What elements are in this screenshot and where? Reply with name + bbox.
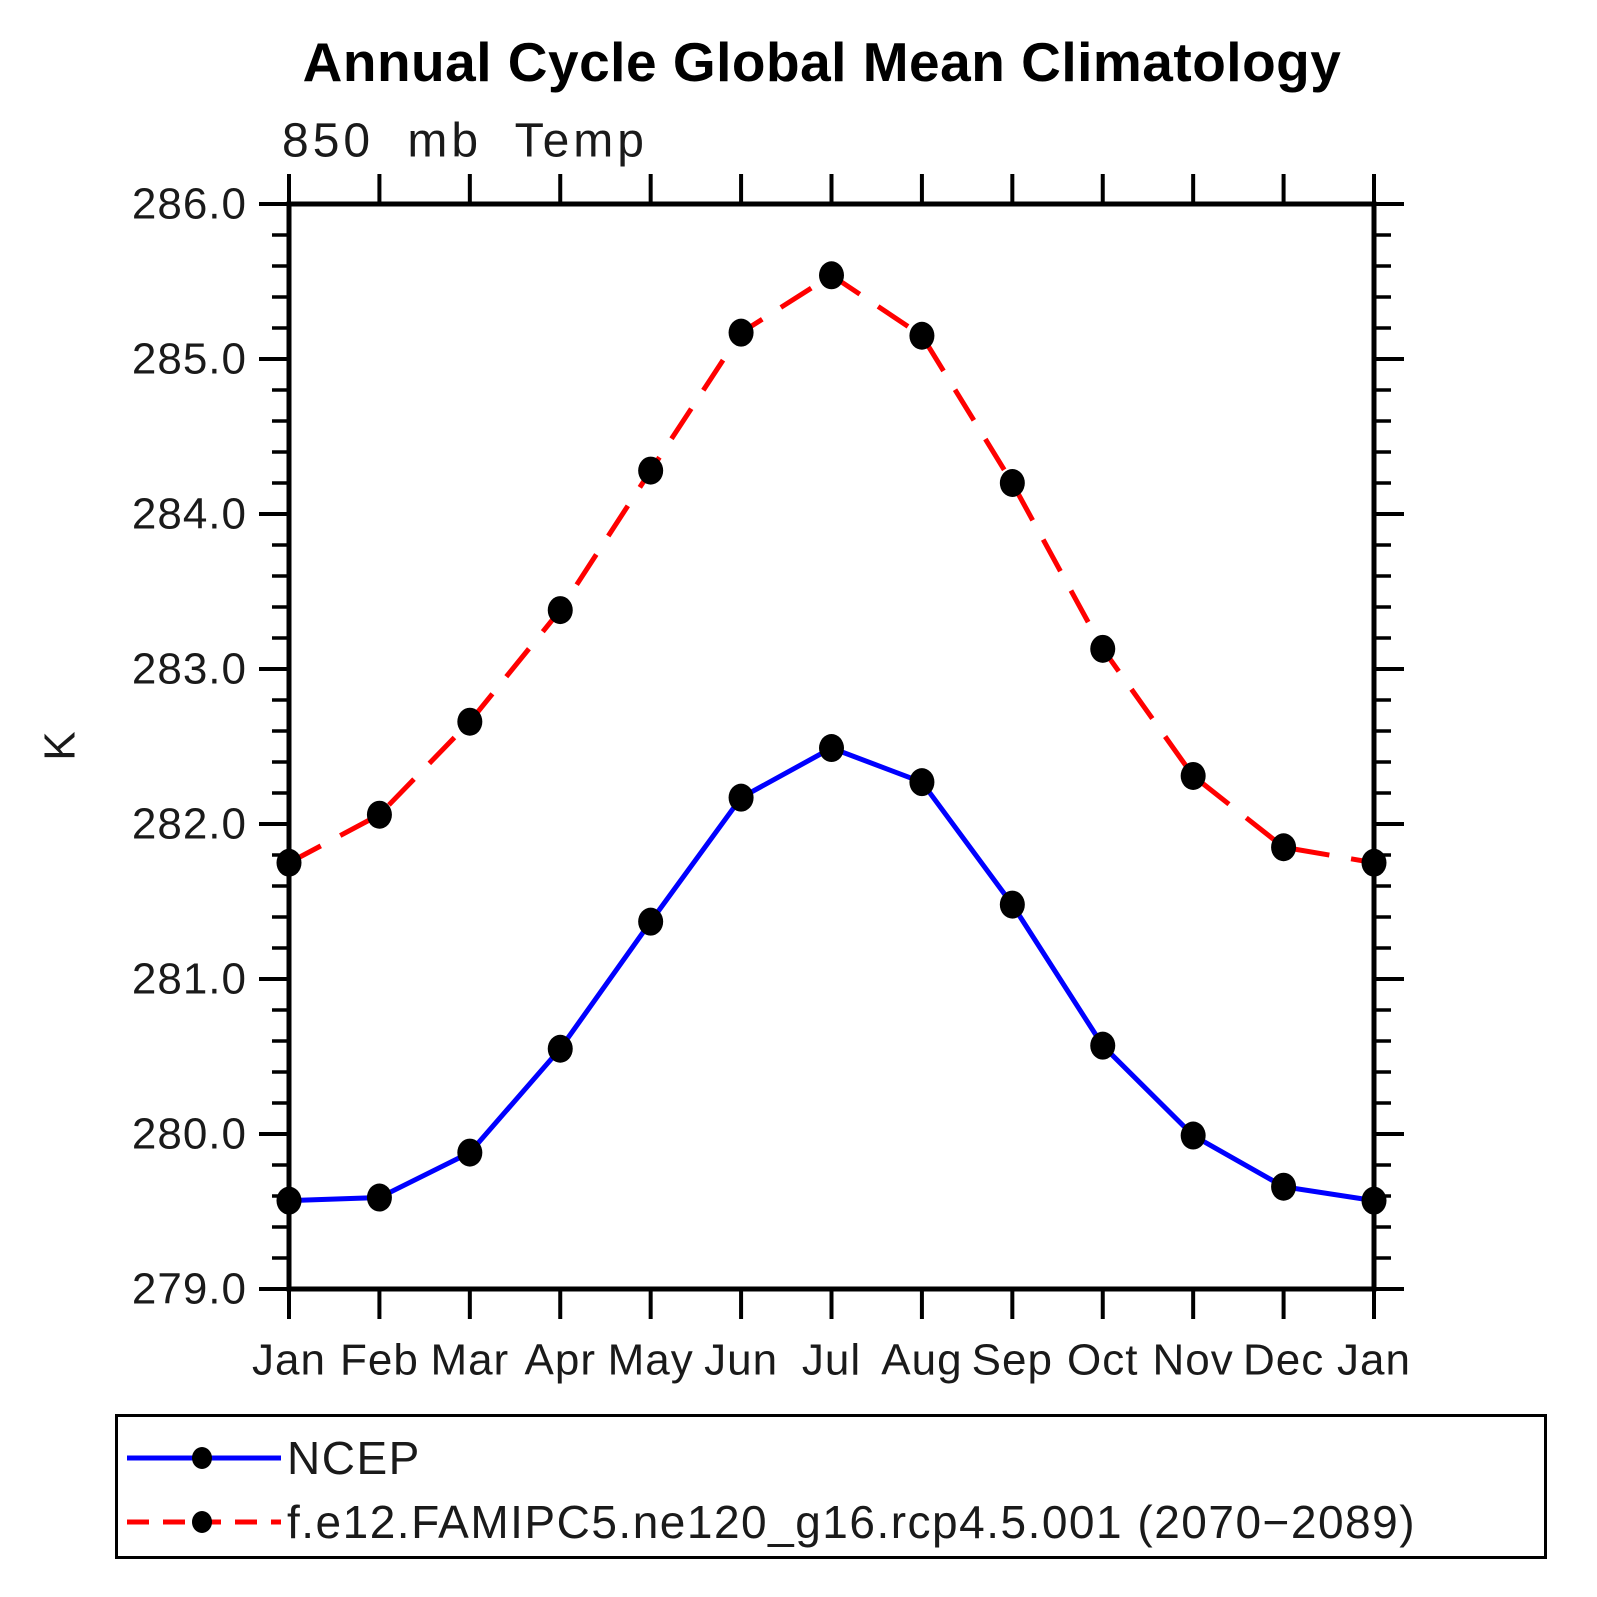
x-tick-label: Dec [1243,1336,1324,1385]
data-point-s1-Jun [728,318,754,347]
legend-label-ncep: NCEP [287,1432,421,1484]
data-point-s1-May [638,456,664,485]
x-tick-label: Mar [430,1336,509,1385]
x-tick-label: Jan [1337,1336,1411,1385]
data-point-s0-Jan [1361,1186,1387,1215]
y-tick-label: 281.0 [132,955,247,1004]
x-tick-label: Nov [1153,1336,1234,1385]
data-point-s0-Nov [1180,1121,1206,1150]
legend-sample-ncep [127,1447,281,1469]
data-point-s1-Sep [999,469,1025,497]
data-point-s0-Jan [276,1186,302,1215]
data-point-s1-Aug [909,321,935,350]
x-tick-label: Oct [1067,1336,1138,1385]
x-tick-label: May [608,1336,694,1385]
x-tick-label: Aug [881,1336,962,1385]
legend-marker-model [192,1511,212,1533]
legend-item-model: f.e12.FAMIPC5.ne120_g16.rcp4.5.001 (2070… [125,1496,1417,1548]
data-point-s0-Mar [457,1138,483,1167]
y-axis-label: K [36,731,85,760]
legend-marker-ncep [192,1447,212,1469]
data-point-s0-Jul [819,734,844,763]
y-tick-label: 283.0 [132,645,247,694]
y-tick-label: 279.0 [132,1265,247,1314]
data-point-s0-Oct [1090,1031,1116,1060]
legend-sample-model [127,1511,281,1533]
y-tick-label: 282.0 [132,800,247,849]
x-tick-label: Jun [704,1336,778,1385]
y-tick-label: 286.0 [132,180,247,229]
series-line-0 [288,745,1375,1204]
x-tick-label: Jan [252,1336,326,1385]
legend-item-ncep: NCEP [125,1432,421,1484]
chart-subtitle: 850 mb Temp [282,114,648,168]
x-tick-label: Apr [525,1336,596,1385]
legend-label-model: f.e12.FAMIPC5.ne120_g16.rcp4.5.001 (2070… [287,1496,1417,1548]
data-point-s1-Apr [547,596,573,625]
data-point-s1-Oct [1090,634,1116,663]
y-tick-label: 284.0 [132,490,247,539]
data-point-s0-Apr [547,1034,573,1063]
data-point-s0-Sep [999,890,1025,919]
data-point-s0-Feb [366,1183,392,1212]
y-tick-label: 285.0 [132,335,247,384]
series-line-1 [287,272,1375,866]
data-point-s1-Feb [366,800,392,829]
chart-title: Annual Cycle Global Mean Climatology [302,31,1342,93]
data-point-s1-Jul [819,261,844,290]
data-point-s1-Mar [457,707,483,736]
data-point-s1-Jan [276,848,302,877]
data-point-s0-Jun [728,783,754,812]
data-point-s1-Nov [1180,761,1206,790]
data-point-s1-Dec [1271,833,1297,862]
x-tick-label: Feb [340,1336,419,1385]
data-point-s1-Jan [1361,848,1387,877]
data-point-s0-Dec [1271,1172,1297,1201]
x-tick-label: Jul [802,1336,861,1385]
y-tick-label: 280.0 [132,1110,247,1159]
data-point-s0-Aug [909,768,935,797]
x-tick-label: Sep [972,1336,1053,1385]
data-point-s0-May [638,907,664,936]
legend-box: NCEP f.e12.FAMIPC5.ne120_g16.rcp4.5.001 … [115,1414,1547,1559]
